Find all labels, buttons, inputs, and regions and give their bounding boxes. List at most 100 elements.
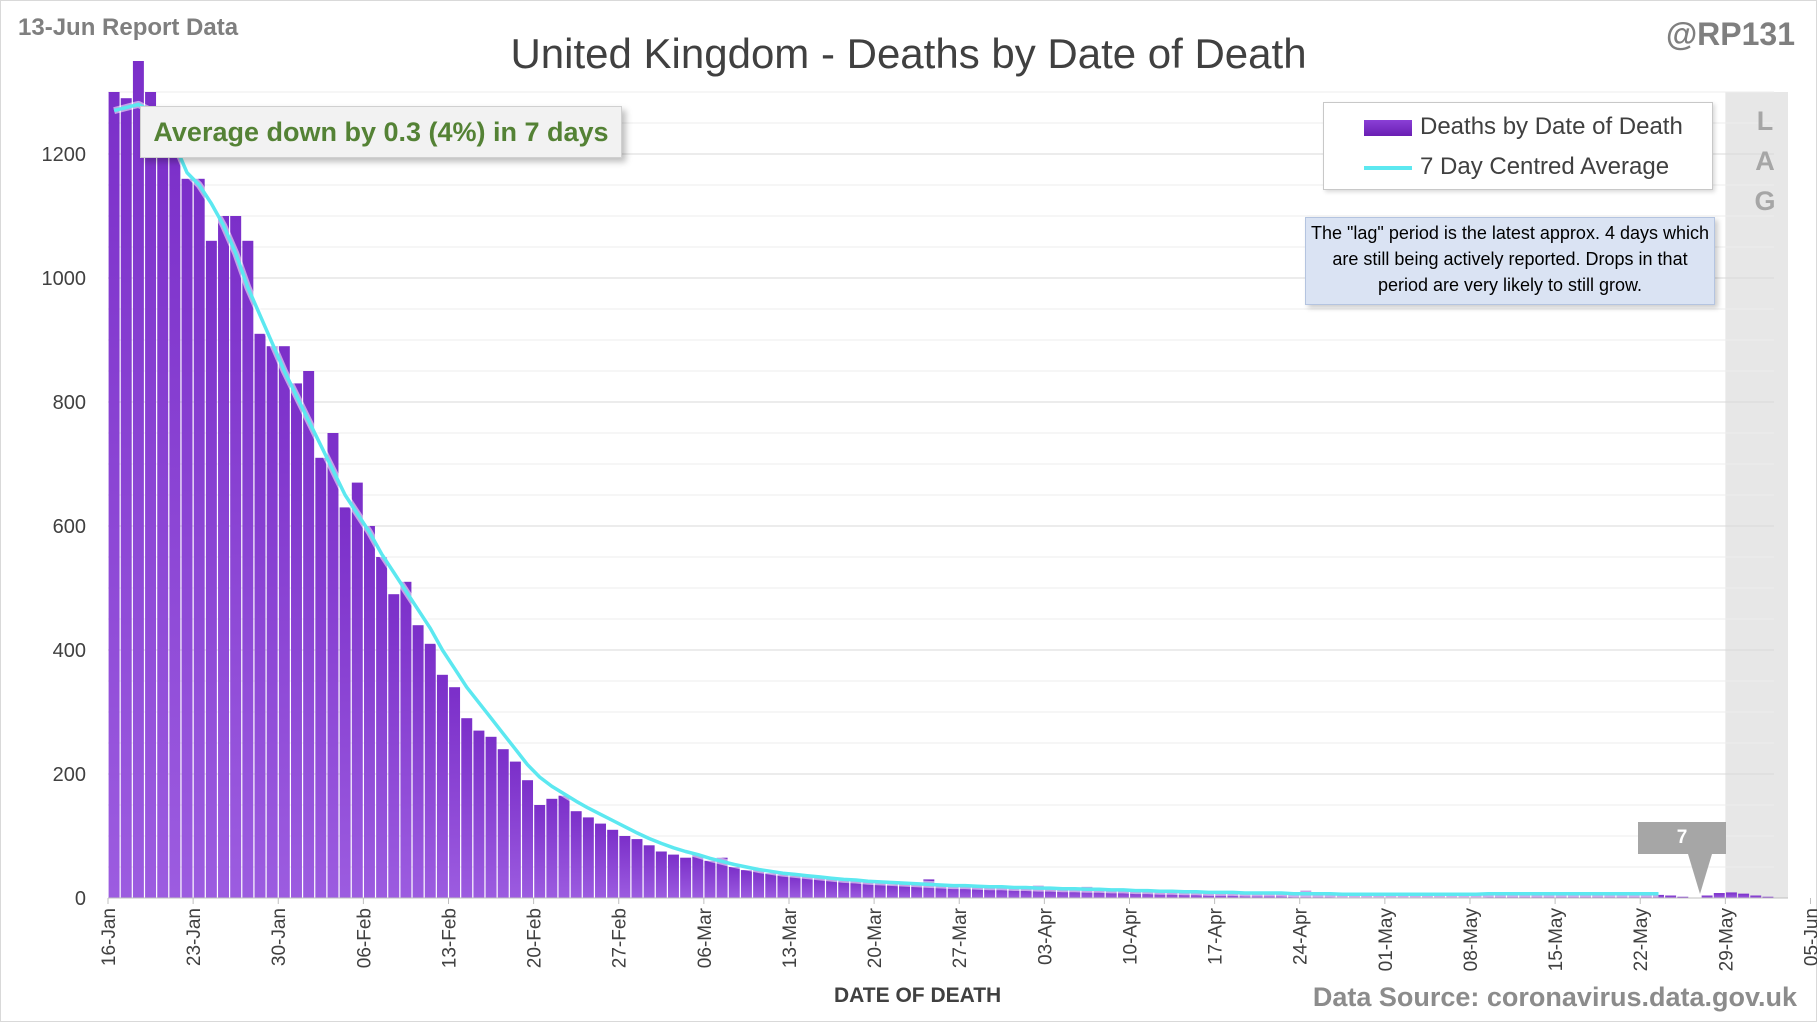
- bar: [254, 333, 266, 898]
- bar: [303, 371, 315, 898]
- bar: [291, 383, 302, 898]
- bar: [631, 839, 643, 898]
- bar: [1032, 885, 1044, 898]
- bar: [813, 878, 825, 898]
- bar: [558, 795, 570, 898]
- x-tick-label: 22-May: [1631, 908, 1652, 972]
- x-tick-label: 27-Feb: [610, 908, 631, 968]
- lag-letter-a: A: [1755, 146, 1775, 176]
- bar: [1130, 891, 1142, 898]
- chart-legend: Deaths by Date of Death 7 Day Centred Av…: [1323, 102, 1713, 190]
- bar: [278, 346, 290, 898]
- bar: [1020, 888, 1032, 898]
- report-date: 13-Jun Report Data: [18, 14, 239, 41]
- legend-label-deaths: Deaths by Date of Death: [1420, 113, 1683, 140]
- bar: [132, 61, 144, 898]
- bar: [595, 823, 606, 898]
- bar: [984, 886, 996, 898]
- x-axis-title: DATE OF DEATH: [834, 984, 1002, 1007]
- y-tick-label: 600: [53, 516, 86, 538]
- bar: [947, 884, 959, 898]
- bar: [801, 876, 813, 898]
- bar: [935, 885, 947, 898]
- bar: [1142, 891, 1154, 898]
- x-tick-label: 29-May: [1716, 908, 1737, 972]
- bar: [473, 730, 485, 898]
- bar: [1750, 895, 1762, 898]
- x-tick-label: 06-Feb: [354, 908, 375, 968]
- bar: [692, 854, 704, 898]
- x-tick-label: 16-Jan: [99, 908, 120, 966]
- author-handle: @RP131: [1665, 16, 1795, 52]
- bar: [534, 805, 546, 898]
- x-tick-label: 27-Mar: [950, 907, 971, 968]
- chart-title: United Kingdom - Deaths by Date of Death: [510, 30, 1307, 77]
- x-tick-label: 13-Feb: [439, 908, 460, 968]
- bar: [996, 886, 1008, 898]
- y-tick-label: 0: [75, 888, 86, 910]
- x-tick-label: 03-Apr: [1035, 907, 1056, 965]
- bar: [704, 860, 716, 898]
- bar: [1725, 892, 1737, 898]
- bar: [461, 718, 473, 898]
- bar: [546, 798, 558, 898]
- bar: [376, 557, 388, 898]
- bar: [570, 811, 582, 898]
- bar: [363, 526, 375, 898]
- legend-line-swatch: [1364, 166, 1412, 170]
- bar: [1713, 893, 1725, 898]
- bar: [1069, 888, 1081, 898]
- x-tick-label: 20-Mar: [865, 907, 886, 968]
- y-tick-label: 1000: [42, 268, 87, 290]
- bar: [230, 216, 242, 898]
- bar: [1057, 888, 1069, 898]
- bar: [436, 674, 448, 898]
- bar: [351, 482, 363, 898]
- data-source: Data Source: coronavirus.data.gov.uk: [1312, 982, 1797, 1012]
- x-tick-label: 08-May: [1461, 908, 1482, 972]
- bar: [655, 851, 667, 898]
- bar: [753, 870, 765, 898]
- bar: [850, 880, 862, 898]
- average-change-annotation: Average down by 0.3 (4%) in 7 days: [140, 106, 622, 158]
- bar: [522, 780, 534, 898]
- bar: [1008, 887, 1020, 898]
- bar: [959, 885, 971, 898]
- bar: [193, 178, 205, 899]
- y-tick-label: 200: [53, 764, 86, 786]
- bar: [1117, 890, 1129, 898]
- x-tick-label: 05-Jun: [1801, 908, 1817, 966]
- y-tick-label: 1200: [42, 144, 87, 166]
- bar: [899, 884, 910, 898]
- bar: [643, 845, 655, 898]
- x-tick-label: 17-Apr: [1206, 907, 1227, 965]
- legend-label-average: 7 Day Centred Average: [1420, 153, 1670, 180]
- bar: [740, 870, 752, 898]
- lag-letter-g: G: [1754, 186, 1776, 216]
- average-line: [113, 102, 1659, 897]
- bar: [777, 874, 789, 898]
- bar: [1166, 891, 1178, 898]
- bar: [449, 687, 461, 898]
- bar: [607, 829, 619, 898]
- bar: [1044, 888, 1056, 898]
- bar: [412, 625, 424, 898]
- bar: [911, 884, 923, 898]
- bar: [1105, 889, 1117, 898]
- bar: [838, 880, 850, 898]
- bar: [157, 129, 169, 898]
- bar: [388, 594, 400, 898]
- bar: [765, 873, 777, 898]
- x-tick-label: 13-Mar: [780, 907, 801, 968]
- bar: [972, 886, 983, 898]
- legend-bar-swatch: [1364, 120, 1412, 136]
- bar: [205, 240, 217, 899]
- bar: [1701, 895, 1713, 898]
- bar: [716, 857, 728, 898]
- bar: [485, 736, 497, 898]
- bar: [315, 457, 327, 898]
- x-tick-label: 01-May: [1376, 908, 1397, 972]
- bar: [728, 867, 740, 898]
- bar: [619, 836, 631, 898]
